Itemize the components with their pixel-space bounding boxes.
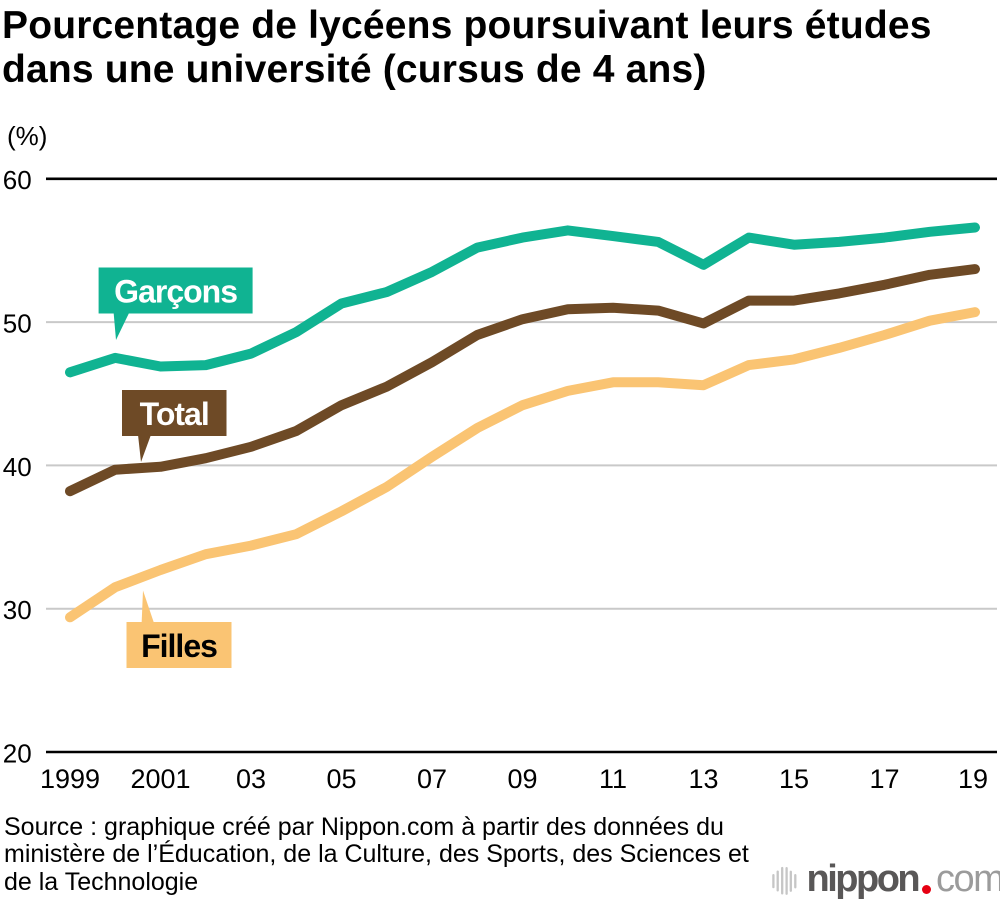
svg-text:60: 60	[3, 165, 32, 195]
svg-text:15: 15	[779, 764, 809, 794]
svg-text:19: 19	[958, 764, 988, 794]
svg-text:50: 50	[3, 309, 32, 339]
svg-text:1999: 1999	[40, 764, 100, 794]
svg-text:Filles: Filles	[141, 628, 217, 664]
svg-text:05: 05	[326, 764, 356, 794]
svg-text:03: 03	[236, 764, 266, 794]
svg-text:com: com	[936, 858, 1000, 900]
svg-text:09: 09	[507, 764, 537, 794]
svg-text:2001: 2001	[130, 764, 190, 794]
svg-text:30: 30	[3, 595, 32, 625]
svg-text:17: 17	[869, 764, 899, 794]
svg-text:11: 11	[599, 764, 627, 794]
svg-text:07: 07	[417, 764, 447, 794]
svg-text:13: 13	[688, 764, 718, 794]
svg-text:40: 40	[3, 452, 32, 482]
svg-text:nippon: nippon	[807, 858, 919, 900]
svg-text:Garçons: Garçons	[114, 274, 237, 310]
svg-text:Total: Total	[140, 396, 209, 432]
svg-text:20: 20	[3, 738, 32, 768]
